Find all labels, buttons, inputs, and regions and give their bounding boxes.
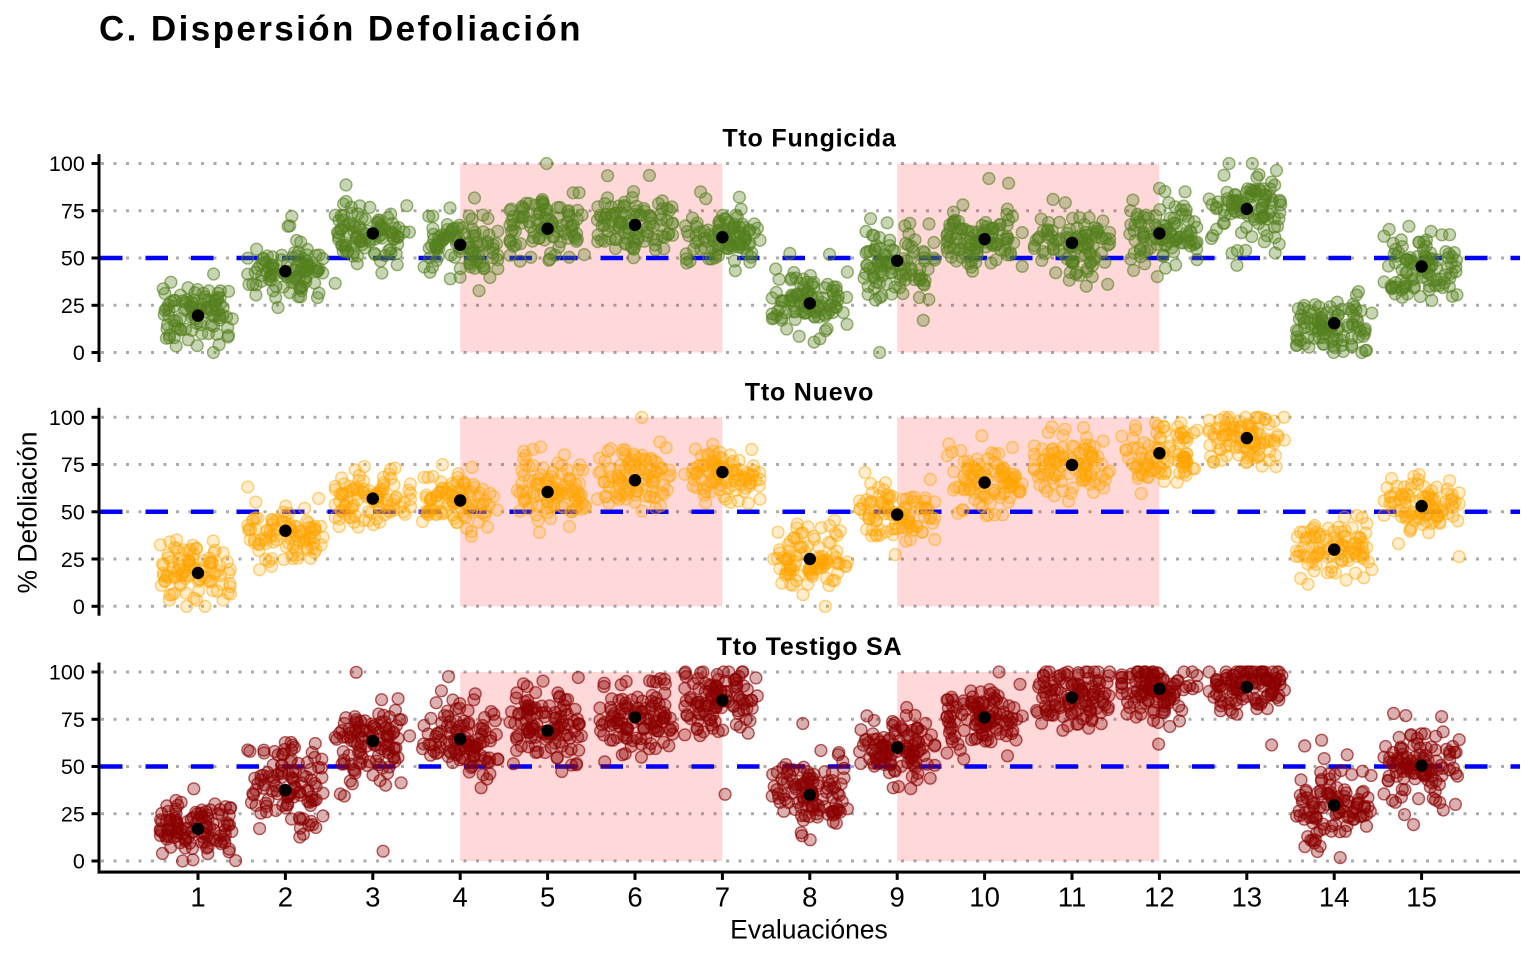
svg-text:4: 4 bbox=[453, 881, 468, 912]
svg-text:100: 100 bbox=[49, 661, 85, 685]
svg-text:25: 25 bbox=[61, 294, 85, 318]
svg-text:50: 50 bbox=[61, 501, 85, 525]
svg-text:25: 25 bbox=[61, 548, 85, 572]
svg-text:75: 75 bbox=[61, 453, 85, 477]
svg-text:% Defoliación: % Defoliación bbox=[13, 431, 43, 593]
svg-text:9: 9 bbox=[890, 881, 905, 912]
svg-text:2: 2 bbox=[278, 881, 293, 912]
svg-text:0: 0 bbox=[73, 341, 85, 365]
svg-text:Evaluaciónes: Evaluaciónes bbox=[730, 915, 888, 945]
svg-text:13: 13 bbox=[1232, 881, 1263, 912]
svg-text:3: 3 bbox=[365, 881, 380, 912]
svg-text:100: 100 bbox=[49, 406, 85, 430]
svg-text:10: 10 bbox=[969, 881, 1000, 912]
svg-text:15: 15 bbox=[1406, 881, 1437, 912]
svg-text:50: 50 bbox=[61, 755, 85, 779]
svg-text:11: 11 bbox=[1058, 881, 1087, 912]
svg-text:100: 100 bbox=[49, 152, 85, 176]
svg-text:14: 14 bbox=[1319, 881, 1350, 912]
svg-text:Tto Nuevo: Tto Nuevo bbox=[745, 378, 874, 406]
svg-text:0: 0 bbox=[73, 850, 85, 874]
svg-text:1: 1 bbox=[190, 881, 205, 912]
svg-text:C. Dispersión Defoliación: C. Dispersión Defoliación bbox=[99, 10, 583, 49]
svg-text:25: 25 bbox=[61, 803, 85, 827]
svg-text:75: 75 bbox=[61, 708, 85, 732]
svg-text:Tto Fungicida: Tto Fungicida bbox=[722, 125, 897, 153]
svg-text:12: 12 bbox=[1144, 881, 1175, 912]
svg-text:7: 7 bbox=[715, 881, 730, 912]
svg-text:Tto Testigo SA: Tto Testigo SA bbox=[717, 633, 903, 661]
svg-text:0: 0 bbox=[73, 595, 85, 619]
svg-text:6: 6 bbox=[627, 881, 642, 912]
svg-text:50: 50 bbox=[61, 247, 85, 271]
svg-text:5: 5 bbox=[540, 881, 555, 912]
svg-text:75: 75 bbox=[61, 199, 85, 223]
svg-text:8: 8 bbox=[802, 881, 817, 912]
